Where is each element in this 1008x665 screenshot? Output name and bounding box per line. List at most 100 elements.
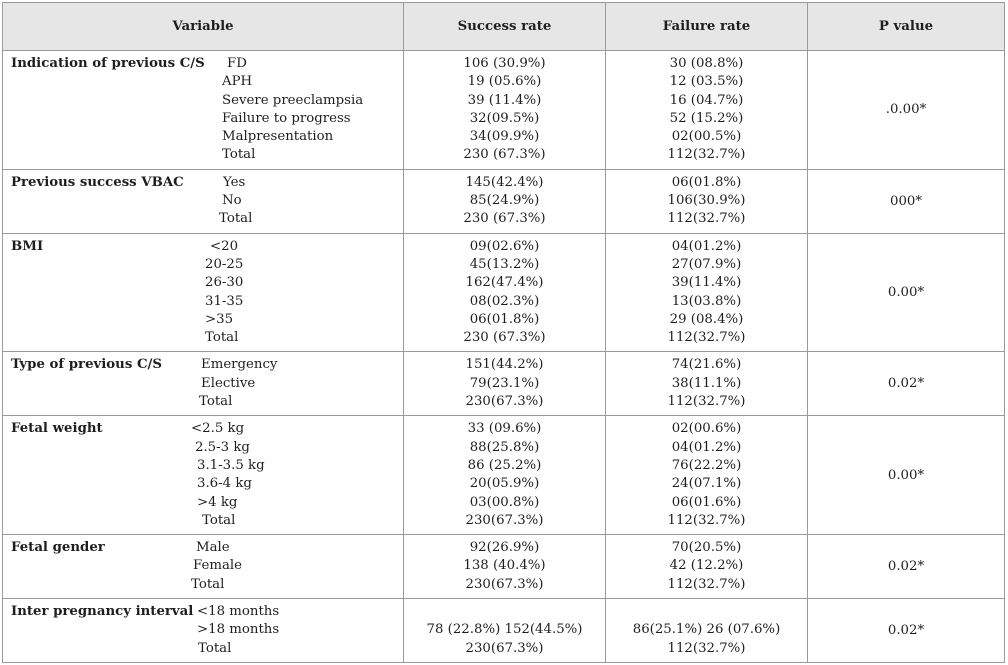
failure-value: 06(01.6%)	[671, 494, 742, 510]
success-value: 20(05.9%)	[469, 476, 540, 492]
failure-rate-cell: 74(21.6%) 38(11.1%) 112(32.7%)	[605, 351, 808, 417]
category-label: Yes	[223, 174, 246, 190]
category-label: Female	[193, 558, 243, 574]
failure-value: 24(07.1%)	[671, 476, 742, 492]
failure-value: 02(00.6%)	[671, 421, 742, 437]
success-rate-cell: 145(42.4%) 85(24.9%) 230 (67.3%)	[403, 168, 606, 234]
failure-value: 112(32.7%)	[667, 394, 746, 410]
category-label: No	[222, 193, 242, 209]
success-rate-cell: 106 (30.9%) 19 (05.6%) 39 (11.4%) 32(09.5%)…	[403, 50, 606, 170]
header-failure-rate: Failure rate	[605, 2, 808, 51]
category-label: Emergency	[201, 357, 278, 373]
success-value: 145(42.4%)	[465, 174, 544, 190]
category-label: FD	[227, 56, 247, 71]
p-value-cell: 0.02*	[807, 351, 1005, 417]
success-value: 88(25.8%)	[469, 439, 540, 455]
failure-value: 30 (08.8%)	[669, 56, 744, 71]
p-value-cell: 0.02*	[807, 534, 1005, 600]
success-value: 230(67.3%)	[465, 576, 544, 592]
failure-value: 76(22.2%)	[671, 457, 742, 473]
table-body: Indication of previous C/S FD APH Severe pr…	[2, 50, 1005, 663]
failure-value: 16 (04.7%)	[669, 92, 744, 108]
success-value: 86 (25.2%)	[467, 457, 542, 473]
success-value: 34(09.9%)	[469, 129, 540, 145]
category-label: 2.5-3 kg	[195, 439, 250, 455]
success-value: 32(09.5%)	[469, 110, 540, 126]
p-value-cell: 000*	[807, 168, 1005, 234]
success-value: 33 (09.6%)	[467, 421, 542, 437]
success-value: 230(67.3%)	[465, 640, 544, 656]
header-row: Variable Success rate Failure rate P val…	[2, 2, 1005, 51]
category-label: Total	[198, 640, 232, 656]
category-label: <2.5 kg	[191, 421, 245, 437]
failure-value: 86(25.1%) 26 (07.6%)	[632, 622, 781, 638]
variable-name: Inter pregnancy interval	[11, 604, 194, 620]
failure-value: 42 (12.2%)	[669, 558, 744, 574]
failure-rate-cell: 70(20.5%) 42 (12.2%) 112(32.7%)	[605, 534, 808, 600]
failure-rate-cell: 02(00.6%) 04(01.2%) 76(22.2%) 24(07.1%) 06(0…	[605, 415, 808, 536]
variable-cell: Type of previous C/S Emergency Elective Tot…	[2, 351, 404, 417]
failure-rate-cell: 30 (08.8%) 12 (03.5%) 16 (04.7%) 52 (15.2%)…	[605, 50, 808, 170]
failure-value: 106(30.9%)	[667, 193, 746, 209]
variable-name: Fetal weight	[11, 421, 103, 437]
success-value: 138 (40.4%)	[463, 558, 546, 574]
variable-cell: Inter pregnancy interval <18 months >18 mo…	[2, 598, 404, 663]
success-rate-cell: 151(44.2%) 79(23.1%) 230(67.3%)	[403, 351, 606, 417]
table-row: Previous success VBAC Yes No Total 145(42.4%…	[2, 168, 1005, 234]
success-value: 45(13.2%)	[469, 256, 540, 272]
table-row: Fetal weight <2.5 kg 2.5-3 kg 3.1-3.5 kg 3.6…	[2, 415, 1005, 536]
category-label: 3.6-4 kg	[197, 476, 252, 492]
failure-value: 04(01.2%)	[671, 238, 742, 254]
variable-name: Indication of previous C/S	[11, 56, 205, 71]
failure-value: 112(32.7%)	[667, 640, 746, 656]
failure-value: 04(01.2%)	[671, 439, 742, 455]
category-label: Severe preeclampsia	[222, 92, 364, 108]
success-value: 92(26.9%)	[469, 540, 540, 556]
success-value: 230(67.3%)	[465, 512, 544, 528]
success-value: 162(47.4%)	[465, 275, 544, 291]
success-value: 85(24.9%)	[469, 193, 540, 209]
success-value: 08(02.3%)	[469, 293, 540, 309]
success-value: 79(23.1%)	[469, 375, 540, 391]
success-rate-cell: 33 (09.6%) 88(25.8%) 86 (25.2%) 20(05.9%) 03…	[403, 415, 606, 536]
success-value: 230 (67.3%)	[463, 330, 546, 346]
success-value: 230(67.3%)	[465, 394, 544, 410]
failure-value: 02(00.5%)	[671, 129, 742, 145]
variable-cell: BMI <20 20-25 26-30 31-35 >35 Total	[2, 232, 404, 353]
table-row: BMI <20 20-25 26-30 31-35 >35 Total 09(02.6%) 45…	[2, 232, 1005, 353]
failure-rate-cell: 86(25.1%) 26 (07.6%) 112(32.7%)	[605, 598, 808, 663]
category-label: Total	[202, 512, 236, 528]
category-label: Elective	[201, 375, 256, 391]
success-value: 06(01.8%)	[469, 311, 540, 327]
header-variable: Variable	[2, 2, 404, 51]
failure-value: 112(32.7%)	[667, 512, 746, 528]
category-label: Total	[205, 330, 239, 346]
category-label: Malpresentation	[222, 129, 334, 145]
category-label: 3.1-3.5 kg	[197, 457, 265, 473]
success-value: 230 (67.3%)	[463, 147, 546, 163]
failure-value: 112(32.7%)	[667, 330, 746, 346]
header-p-value: P value	[807, 2, 1005, 51]
success-rate-cell: 09(02.6%) 45(13.2%) 162(47.4%) 08(02.3%) 06(…	[403, 232, 606, 353]
success-value: 39 (11.4%)	[467, 92, 542, 108]
category-label: Total	[219, 211, 253, 227]
failure-value: 06(01.8%)	[671, 174, 742, 190]
p-value-cell: 0.00*	[807, 415, 1005, 536]
failure-value: 70(20.5%)	[671, 540, 742, 556]
category-label: 20-25	[205, 256, 244, 272]
failure-value: 38(11.1%)	[671, 375, 742, 391]
failure-value: 112(32.7%)	[667, 211, 746, 227]
failure-value: 29 (08.4%)	[669, 311, 744, 327]
success-rate-cell: 92(26.9%) 138 (40.4%) 230(67.3%)	[403, 534, 606, 600]
success-value: 09(02.6%)	[469, 238, 540, 254]
failure-value: 74(21.6%)	[671, 357, 742, 373]
success-value: 03(00.8%)	[469, 494, 540, 510]
variable-cell: Indication of previous C/S FD APH Severe pr…	[2, 50, 404, 170]
variable-cell: Previous success VBAC Yes No Total	[2, 168, 404, 234]
category-label: >4 kg	[197, 494, 238, 510]
failure-value: 112(32.7%)	[667, 147, 746, 163]
category-label: Total	[199, 394, 233, 410]
category-label: >35	[205, 311, 234, 327]
variable-name: Fetal gender	[11, 540, 105, 556]
